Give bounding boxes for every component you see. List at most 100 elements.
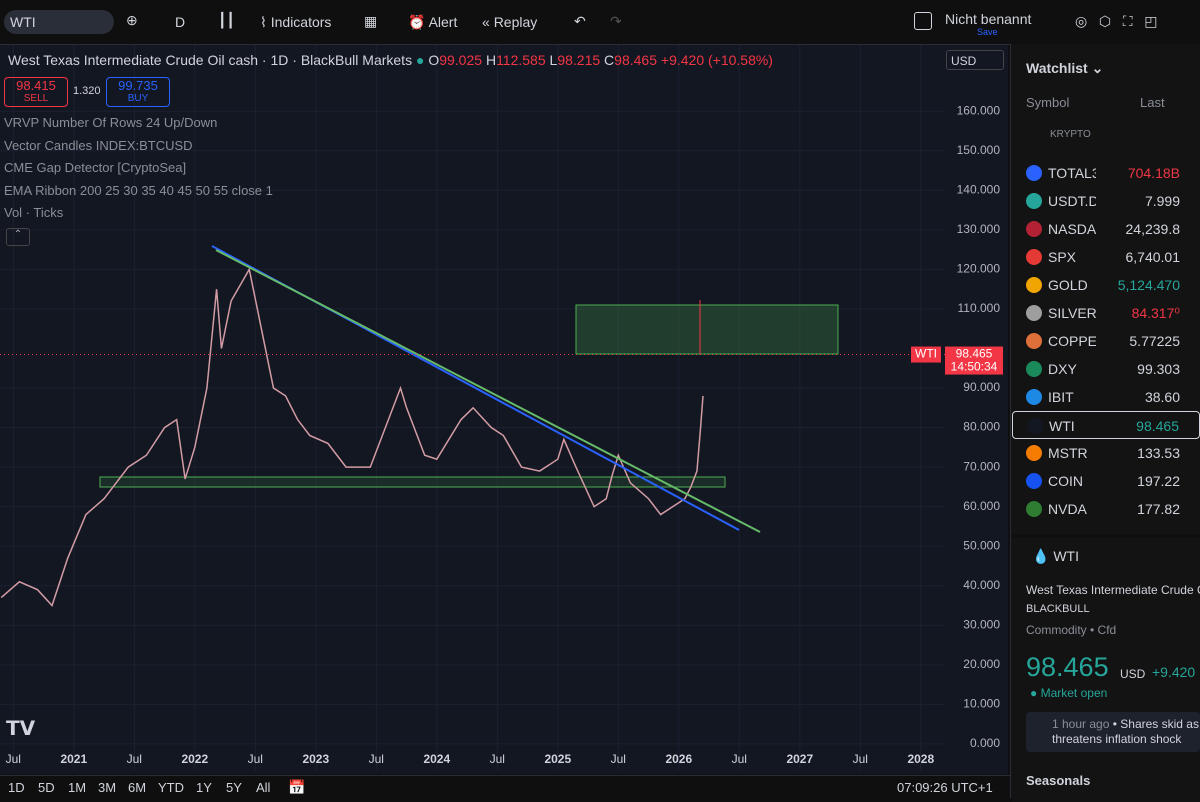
range-button[interactable]: 5D: [38, 780, 55, 795]
spread: 1.320: [73, 85, 101, 97]
indicator-label[interactable]: Vector Candles INDEX:BTCUSD: [4, 137, 193, 153]
range-button[interactable]: YTD: [158, 780, 184, 795]
range-button[interactable]: 1Y: [196, 780, 212, 795]
row-last: 5.77225: [1129, 333, 1180, 349]
range-button[interactable]: 6M: [128, 780, 147, 795]
row-last: 6,740.01: [1125, 249, 1181, 265]
range-button[interactable]: 1D: [8, 780, 25, 795]
range-button[interactable]: 1M: [68, 780, 87, 795]
news[interactable]: [1026, 712, 1200, 752]
watchlist-row[interactable]: MSTR 133.53: [1012, 439, 1200, 467]
date-range[interactable]: 📅: [288, 779, 306, 795]
watchlist-title[interactable]: Watchlist ⌄: [1026, 60, 1104, 76]
x-tick-label: Jul: [853, 752, 868, 766]
details-currency: USD: [1120, 667, 1146, 681]
watchlist-row[interactable]: NVDA 177.82: [1012, 495, 1200, 523]
watchlist-row[interactable]: SILVER 84.317⁰: [1012, 299, 1200, 327]
watchlist-row[interactable]: IBIT 38.60: [1012, 383, 1200, 411]
buy-price: 99.735: [118, 78, 158, 93]
indicator-label[interactable]: VRVP Number Of Rows 24 Up/Down: [4, 115, 218, 130]
h-label: H: [485, 52, 497, 68]
watchlist-row[interactable]: SPX 6,740.01: [1012, 243, 1200, 271]
row-symbol: DXY: [1048, 361, 1077, 377]
watchlist-row[interactable]: GOLD 5,124.470: [1012, 271, 1200, 299]
row-icon: [1026, 193, 1042, 209]
row-icon: [1026, 389, 1042, 405]
seasonals[interactable]: Seasonals: [1026, 773, 1091, 788]
watchlist-row[interactable]: COPPER 5.77225: [1012, 327, 1200, 355]
redo[interactable]: ↷: [610, 13, 622, 29]
add-symbol[interactable]: ⊕: [126, 12, 138, 28]
target-box: [575, 304, 839, 355]
news-line: 1 hour ago • Shares skid as: [1052, 717, 1199, 731]
row-icon: [1026, 333, 1042, 349]
range-button[interactable]: 3M: [98, 780, 117, 795]
chart: 0.000 10.000 20.000 30.000 40.000 50.000 60.00…: [0, 44, 1008, 774]
watchlist-row[interactable]: USDT.D 7.999: [1012, 187, 1200, 215]
x-tick-label: Jul: [248, 752, 263, 766]
details-price: 98.465: [1026, 652, 1109, 682]
interval[interactable]: D: [175, 14, 186, 30]
currency[interactable]: USD: [946, 50, 1004, 70]
checkbox[interactable]: [914, 12, 932, 30]
details-name: West Texas Intermediate Crude O: [1026, 583, 1200, 597]
row-last: 704.18B: [1127, 165, 1180, 181]
chart-type[interactable]: ┃┃: [218, 12, 235, 28]
watchlist-row[interactable]: COIN 197.22: [1012, 467, 1200, 495]
sell-button[interactable]: 98.415 SELL: [4, 77, 68, 107]
details-exchange: BLACKBULL: [1026, 603, 1090, 615]
watchlist-row[interactable]: NASDAQ 24,239.8: [1012, 215, 1200, 243]
news-line2: threatens inflation shock: [1052, 732, 1182, 746]
range-button[interactable]: All: [256, 780, 271, 795]
layouts[interactable]: ▦: [364, 13, 378, 29]
buy-label: BUY: [127, 93, 149, 104]
details-symbol: 💧 WTI: [1032, 548, 1079, 564]
row-symbol: NVDA: [1048, 501, 1087, 517]
row-icon: [1026, 221, 1042, 237]
x-tick-label: 2025: [544, 752, 571, 766]
watchlist-row[interactable]: TOTAL3 704.18B: [1012, 159, 1200, 187]
indicators-label: Indicators: [270, 14, 332, 30]
legend-title: West Texas Intermediate Crude Oil cash ·…: [8, 52, 773, 68]
collapse[interactable]: ⌃: [6, 228, 30, 246]
alert-button[interactable]: ⏰ Alert: [408, 14, 458, 30]
row-symbol: WTI: [1049, 418, 1075, 434]
indicator-label[interactable]: EMA Ribbon 200 25 30 35 40 45 50 55 clos…: [4, 182, 273, 198]
toolbar: WTI ⊕ D ┃┃ ⌇ Indicators ▦ ⏰ Alert « Repl…: [0, 0, 1200, 45]
row-symbol: TOTAL3: [1048, 165, 1096, 181]
watchlist-row[interactable]: DXY 99.303: [1012, 355, 1200, 383]
replay-label: Replay: [493, 14, 538, 30]
col-symbol[interactable]: Symbol: [1026, 95, 1070, 110]
buy-button[interactable]: 99.735 BUY: [106, 77, 170, 107]
indicators-button[interactable]: ⌇ Indicators: [260, 14, 332, 30]
range-button[interactable]: 5Y: [226, 780, 242, 795]
x-tick-label: 2023: [302, 752, 329, 766]
watchlist-row[interactable]: WTI 98.465: [1012, 411, 1200, 439]
undo[interactable]: ↶: [574, 13, 586, 29]
change: +9.420 (+10.58%): [660, 52, 773, 68]
row-last: 177.82: [1137, 501, 1180, 517]
price-line: [0, 267, 704, 607]
y-tick-label: 70.000: [963, 459, 1000, 473]
indicator-label[interactable]: Vol · Ticks: [4, 205, 64, 220]
logo: 𝗧𝗩: [6, 718, 36, 740]
save-label[interactable]: Save: [977, 27, 998, 37]
row-icon: [1026, 305, 1042, 321]
alert-label: Alert: [428, 14, 458, 30]
layout-name[interactable]: Nicht benannt: [945, 11, 1032, 27]
close: 98.465: [614, 52, 657, 68]
support-zone: [99, 476, 726, 488]
col-last[interactable]: Last: [1140, 95, 1165, 110]
x-tick-label: Jul: [611, 752, 626, 766]
symbol-search[interactable]: WTI: [4, 10, 114, 34]
watchlist-title-text: Watchlist: [1026, 60, 1088, 76]
row-symbol: SILVER: [1048, 305, 1096, 321]
indicator-label[interactable]: CME Gap Detector [CryptoSea]: [4, 160, 187, 175]
countdown: 14:50:34: [951, 360, 998, 374]
toolbar-icons[interactable]: ◎ ⬡ ⛶ ◰: [1075, 13, 1158, 29]
row-symbol: MSTR: [1048, 445, 1088, 461]
replay-button[interactable]: « Replay: [482, 14, 538, 30]
row-last: 24,239.8: [1125, 221, 1181, 237]
x-tick-label: Jul: [490, 752, 505, 766]
